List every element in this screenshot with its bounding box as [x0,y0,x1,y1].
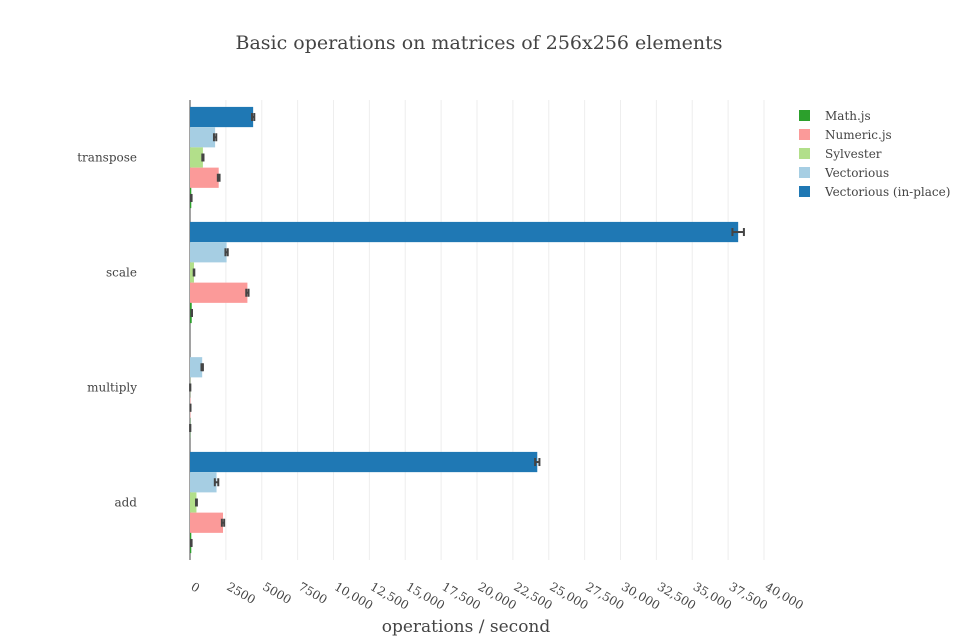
x-tick-label: 22,500 [511,579,554,612]
x-tick-label: 25,000 [547,579,590,612]
y-axis-categories: transpose scale multiply add [77,151,137,510]
legend-swatch [799,129,810,140]
x-tick-label: 20,000 [476,579,519,612]
legend-label: Vectorious [825,166,889,180]
legend-swatch [799,110,810,121]
x-tick-label: 2500 [224,579,257,606]
y-tick-label: scale [106,266,137,280]
x-tick-label: 27,500 [583,579,626,612]
x-tick-label: 10,000 [332,579,375,612]
legend-swatch [799,186,810,197]
bar [190,107,253,127]
x-tick-label: 0 [189,579,203,595]
x-tick-label: 15,000 [404,579,447,612]
x-tick-label: 37,500 [727,579,770,612]
bar [190,283,247,303]
x-tick-label: 32,500 [655,579,698,612]
legend-label: Vectorious (in-place) [825,185,950,199]
error-bars [190,113,744,547]
x-tick-label: 40,000 [763,579,806,612]
gridlines [190,100,764,560]
legend: Math.js Numeric.js Sylvester Vectorious Vect… [799,106,950,201]
bar [190,168,219,188]
legend-label: Numeric.js [825,128,892,142]
x-tick-label: 7500 [296,579,329,606]
y-tick-label: transpose [77,151,137,165]
legend-item[interactable]: Vectorious (in-place) [799,182,950,201]
legend-label: Math.js [825,109,871,123]
bar [190,147,203,167]
x-tick-label: 5000 [260,579,293,606]
chart-title: Basic operations on matrices of 256x256 … [235,32,722,54]
x-tick-label: 30,000 [619,579,662,612]
legend-item[interactable]: Numeric.js [799,125,950,144]
legend-item[interactable]: Vectorious [799,163,950,182]
x-tick-label: 35,000 [691,579,734,612]
x-axis-title: operations / second [382,617,551,637]
bar [190,452,537,472]
bar [190,472,217,492]
legend-swatch [799,167,810,178]
bar [190,222,738,242]
legend-label: Sylvester [825,147,882,161]
bar [190,242,227,262]
legend-item[interactable]: Math.js [799,106,950,125]
bar [190,513,223,533]
bar [190,127,215,147]
legend-item[interactable]: Sylvester [799,144,950,163]
x-tick-label: 12,500 [368,579,411,612]
y-tick-label: multiply [87,381,137,395]
bar [190,357,202,377]
x-tick-label: 17,500 [440,579,483,612]
y-tick-label: add [114,496,137,510]
legend-swatch [799,148,810,159]
